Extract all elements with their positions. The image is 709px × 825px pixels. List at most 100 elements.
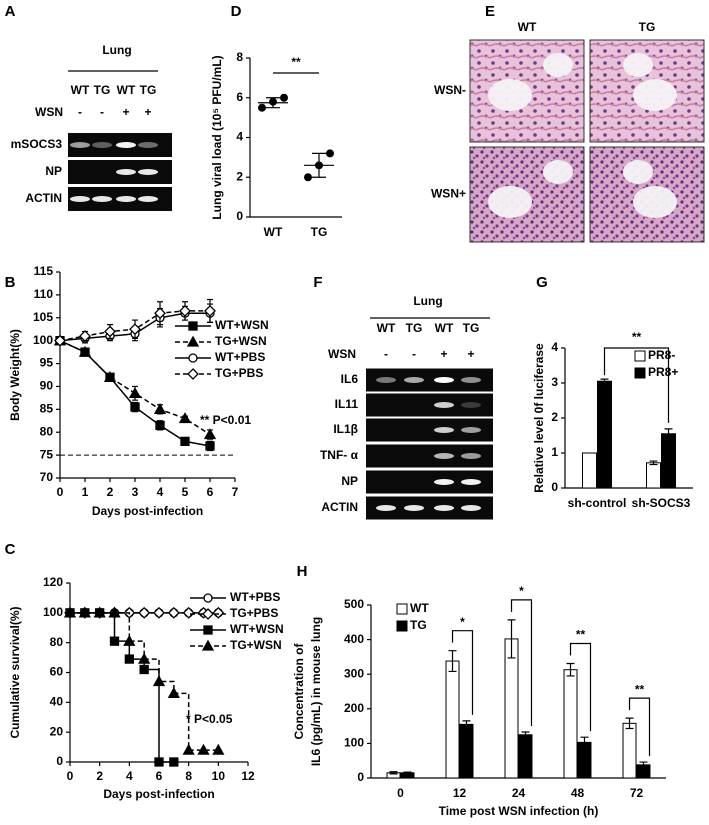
y-tick-label: 3 (551, 375, 558, 389)
column-label: WT (518, 20, 537, 34)
x-tick-label: 5 (182, 485, 189, 499)
legend-label: TG+PBS (215, 366, 263, 380)
column-label: TG (639, 20, 656, 34)
y-axis-label: IL6 (pg/mL) in mouse lung (309, 617, 323, 766)
y-tick-label: 110 (34, 287, 54, 301)
panel-label: A (5, 3, 16, 20)
lane-label: WT (117, 83, 136, 97)
x-axis-label: Days post-infection (92, 504, 203, 518)
significance-label: ** (632, 330, 642, 344)
error-bar (521, 731, 530, 739)
y-tick-label: 100 (43, 605, 63, 619)
x-tick-label: 1 (82, 485, 89, 499)
panel-label: C (5, 541, 16, 558)
error-bar (664, 428, 673, 440)
series-line (70, 612, 174, 763)
error-bar (312, 152, 326, 178)
gel-band (138, 196, 158, 202)
panel-label: F (313, 274, 322, 291)
significance-label: ** (291, 55, 301, 69)
data-point (326, 149, 334, 158)
error-bar (448, 650, 457, 673)
data-point (139, 664, 149, 675)
y-axis-label: Cumulative survival(%) (8, 606, 22, 738)
bar (459, 723, 474, 779)
gel-band (138, 142, 158, 148)
gel-row-label: NP (341, 474, 358, 488)
gel-strip (366, 496, 493, 520)
y-tick-label: 120 (43, 575, 63, 589)
gel-band (404, 505, 424, 511)
data-point (78, 345, 92, 357)
error-bar (580, 736, 589, 749)
x-tick-label: 7 (232, 485, 239, 499)
legend-marker (186, 335, 200, 347)
gel-band (116, 196, 136, 202)
data-point (152, 675, 166, 687)
gel-row-label: ACTIN (25, 191, 62, 205)
legend-label: WT+WSN (215, 318, 269, 332)
data-point (138, 652, 151, 664)
gel-strip (366, 393, 493, 417)
bar (563, 669, 578, 779)
significance-bracket (510, 599, 533, 726)
x-tick-label: 6 (207, 485, 214, 499)
bar (597, 380, 612, 489)
y-axis-label: Lung viral load (10⁵ PFU/mL) (210, 55, 224, 219)
treatment-label: WSN (35, 105, 63, 119)
gel-row-label: IL1β (333, 422, 358, 436)
x-tick-label: 12 (241, 769, 255, 783)
data-point (304, 173, 312, 182)
data-point (212, 743, 225, 755)
legend-marker (187, 368, 199, 380)
gel-band (70, 142, 90, 148)
x-tick-label: 10 (212, 769, 226, 783)
y-tick-label: 1 (551, 445, 558, 459)
data-point (203, 428, 217, 440)
treatment-mark: - (100, 105, 104, 119)
error-bar (507, 619, 516, 659)
gel-band (461, 453, 481, 459)
lane-label: WT (435, 321, 454, 335)
panel-label: E (485, 3, 495, 20)
x-tick-label: WT (264, 225, 283, 239)
y-tick-label: 80 (50, 635, 64, 649)
data-point (204, 304, 216, 317)
bar (518, 734, 533, 779)
gel-band (461, 402, 481, 408)
significance-bracket (451, 630, 474, 715)
y-tick-label: 200 (344, 701, 364, 715)
data-point (182, 606, 195, 619)
data-point (124, 654, 134, 664)
treatment-mark: + (144, 105, 151, 119)
row-label: WSN- (434, 83, 466, 97)
gel-band (376, 505, 396, 511)
error-bar (566, 662, 575, 677)
data-point (154, 307, 166, 320)
x-tick-label: 0 (57, 485, 64, 499)
gel-row-label: NP (45, 164, 62, 178)
error-bar (462, 720, 471, 729)
error-bar (389, 771, 398, 775)
x-tick-label: sh-control (568, 496, 627, 510)
legend-label: TG (410, 618, 427, 632)
gel-band (116, 142, 136, 148)
panel-label: G (536, 274, 548, 291)
x-tick-label: TG (311, 225, 328, 239)
data-point (108, 606, 121, 618)
data-point (167, 687, 180, 699)
y-tick-label: 4 (236, 130, 243, 144)
annotation: ** P<0.01 (200, 413, 251, 427)
treatment-mark: + (440, 347, 447, 361)
tissue-label: Lung (102, 43, 131, 57)
legend-swatch (396, 603, 408, 615)
data-point (78, 606, 91, 618)
y-tick-label: 4 (551, 340, 558, 354)
gel-band (138, 169, 158, 175)
legend-marker (203, 625, 213, 635)
error-bar (403, 771, 412, 775)
gel-band (116, 169, 136, 175)
gel-strip (366, 444, 493, 468)
significance-label: * (519, 584, 524, 598)
